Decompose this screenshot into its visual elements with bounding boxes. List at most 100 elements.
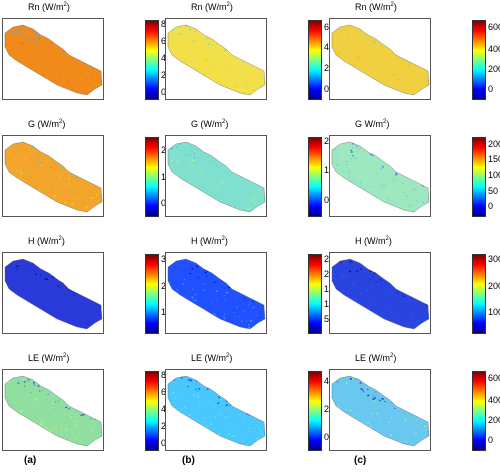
map-pixel bbox=[89, 78, 91, 80]
map-pixel bbox=[410, 84, 413, 86]
map-pixel bbox=[13, 31, 15, 33]
map-pixel bbox=[197, 75, 199, 77]
map-pixel bbox=[60, 270, 63, 271]
map-pixel bbox=[380, 292, 382, 293]
map-pixel bbox=[330, 203, 332, 204]
map-pixel bbox=[229, 384, 232, 387]
map-pixel bbox=[213, 22, 214, 23]
map-pixel bbox=[402, 136, 403, 137]
map-pixel bbox=[236, 304, 238, 306]
map-pixel bbox=[335, 394, 338, 397]
map-pixel bbox=[252, 257, 253, 258]
map-pixel bbox=[372, 268, 374, 270]
map-pixel bbox=[427, 137, 429, 138]
map-pixel bbox=[414, 433, 417, 435]
map-pixel bbox=[12, 331, 13, 332]
map-pixel bbox=[214, 211, 216, 212]
map-pixel bbox=[75, 316, 78, 319]
map-pixel bbox=[372, 255, 373, 256]
map-pixel bbox=[389, 434, 392, 436]
map-pixel bbox=[397, 292, 398, 294]
map-pixel bbox=[258, 411, 260, 413]
map-pixel bbox=[428, 27, 429, 29]
map-pixel bbox=[400, 300, 402, 302]
map-pixel bbox=[27, 28, 29, 30]
map-pixel bbox=[58, 377, 60, 378]
map-pixel bbox=[62, 50, 65, 52]
map-pixel bbox=[219, 146, 222, 148]
map-pixel bbox=[333, 277, 336, 279]
map-pixel bbox=[236, 279, 239, 281]
map-pixel bbox=[51, 137, 52, 138]
map-pixel bbox=[32, 438, 35, 440]
map-pixel bbox=[258, 190, 260, 191]
map-pixel bbox=[180, 372, 182, 373]
map-pixel bbox=[233, 315, 235, 317]
map-pixel bbox=[86, 300, 88, 302]
map-pixel bbox=[344, 411, 345, 413]
map-pixel bbox=[219, 386, 222, 388]
map-pixel bbox=[404, 157, 407, 159]
map-pixel bbox=[82, 372, 84, 374]
map-pixel bbox=[238, 91, 241, 94]
map-pixel bbox=[404, 258, 405, 259]
map-pixel bbox=[232, 297, 235, 299]
map-pixel bbox=[219, 29, 222, 31]
map-pixel bbox=[81, 150, 83, 152]
map-pixel bbox=[182, 84, 184, 86]
map-pixel bbox=[391, 402, 393, 404]
map-pixel bbox=[84, 329, 86, 330]
map-pixel bbox=[31, 434, 33, 436]
map-pixel bbox=[351, 284, 353, 285]
map-pixel bbox=[53, 265, 56, 267]
map-pixel bbox=[337, 136, 339, 137]
map-pixel bbox=[212, 161, 214, 162]
map-pixel bbox=[422, 81, 424, 83]
map-pixel bbox=[227, 391, 229, 392]
map-pixel bbox=[77, 408, 79, 409]
map-pixel bbox=[172, 30, 174, 31]
map-region bbox=[332, 25, 429, 95]
map-pixel bbox=[9, 309, 11, 311]
map-pixel bbox=[79, 253, 81, 254]
map-pixel bbox=[366, 417, 368, 419]
map-pixel bbox=[170, 160, 173, 162]
map-pixel bbox=[96, 386, 98, 387]
map-pixel bbox=[37, 447, 38, 448]
panel-title: LE (W/m2) bbox=[191, 353, 232, 363]
map-pixel bbox=[173, 312, 175, 314]
map-pixel bbox=[231, 423, 233, 425]
map-pixel bbox=[384, 55, 385, 56]
map-pixel bbox=[182, 260, 185, 262]
map-pixel bbox=[388, 384, 390, 386]
map-pixel bbox=[359, 213, 360, 214]
map-pixel bbox=[378, 39, 381, 41]
panel-title: Rn (W/m2) bbox=[355, 2, 397, 12]
map-pixel bbox=[24, 30, 27, 32]
map-pixel bbox=[68, 307, 70, 309]
map-pixel bbox=[216, 85, 218, 87]
map-pixel bbox=[235, 86, 237, 88]
map-pixel bbox=[183, 76, 185, 78]
map-pixel bbox=[380, 173, 383, 175]
map-pixel bbox=[43, 59, 45, 61]
map-pixel bbox=[97, 257, 98, 258]
map-pixel bbox=[54, 25, 55, 26]
map-pixel bbox=[364, 60, 367, 62]
map-pixel bbox=[383, 277, 386, 279]
map-pixel bbox=[250, 138, 252, 139]
map-pixel bbox=[236, 84, 239, 87]
map-pixel bbox=[5, 37, 7, 39]
map-pixel bbox=[227, 178, 229, 180]
map-pixel bbox=[51, 264, 53, 266]
map-pixel bbox=[21, 372, 23, 373]
map-pixel bbox=[72, 446, 73, 447]
map-pixel bbox=[345, 89, 347, 90]
map-pixel bbox=[424, 138, 425, 139]
title-exponent: 2 bbox=[226, 2, 230, 8]
map-pixel bbox=[55, 209, 58, 211]
map-pixel bbox=[228, 41, 231, 43]
map-pixel bbox=[243, 310, 246, 312]
map-pixel bbox=[396, 202, 399, 204]
map-pixel bbox=[234, 260, 236, 262]
